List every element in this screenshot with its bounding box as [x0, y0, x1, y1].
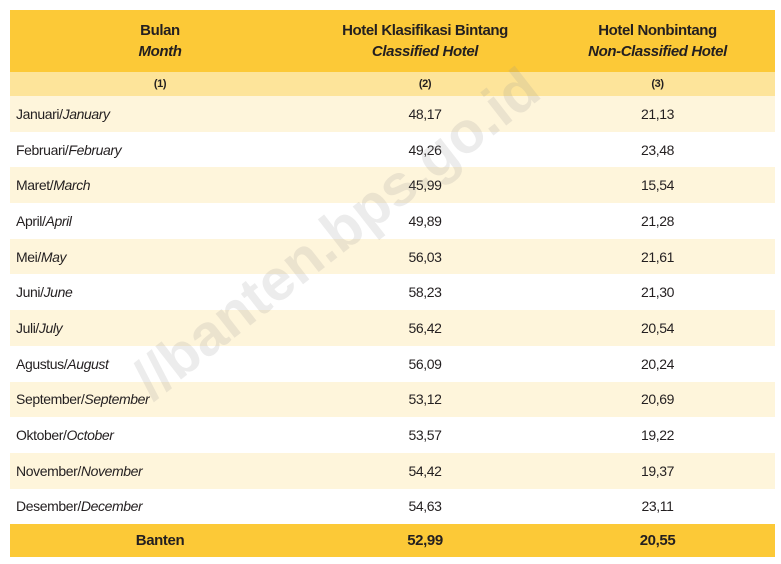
data-row: November/November 54,42 19,37: [10, 452, 775, 489]
month-id: Desember/: [16, 498, 81, 515]
header-id: Hotel Klasifikasi Bintang: [342, 22, 508, 39]
nonclassified-value: 23,11: [641, 498, 674, 515]
classified-value: 56,09: [408, 355, 442, 372]
header-en: Classified Hotel: [310, 41, 540, 62]
classified-value: 49,89: [408, 212, 442, 229]
nonclassified-value: 21,30: [640, 284, 675, 301]
classified-value: 53,12: [408, 391, 442, 408]
header-cell: Bulan Month: [10, 20, 310, 62]
data-row: Desember/December 54,63 23,11: [10, 488, 775, 525]
nonclassified-value: 20,69: [640, 391, 675, 408]
month-cell: Mei/May: [10, 249, 310, 265]
month-id: Maret/: [16, 177, 54, 194]
month-en: August: [67, 355, 109, 372]
data-row: Februari/February 49,26 23,48: [10, 131, 775, 168]
data-row: Juli/July 56,42 20,54: [10, 310, 775, 346]
month-id: Agustus/: [16, 355, 68, 372]
data-row: Juni/June 58,23 21,30: [10, 274, 775, 311]
column-number: (1): [153, 78, 167, 90]
nonclassified-value: 15,54: [640, 177, 675, 194]
classified-value: 56,03: [408, 248, 442, 265]
month-en: June: [43, 284, 73, 301]
month-cell: September/September: [10, 391, 310, 407]
month-id: Oktober/: [16, 427, 67, 444]
data-row: Mei/May 56,03 21,61: [10, 238, 775, 275]
header-en-text: Classified Hotel: [371, 43, 479, 60]
month-cell: Juli/July: [10, 320, 310, 336]
month-en: November: [80, 462, 143, 479]
nonclassified-value: 23,48: [640, 141, 675, 158]
nonclassified-value: 20,24: [640, 355, 675, 372]
header-cell: Hotel Klasifikasi Bintang Classified Hote…: [310, 20, 540, 62]
month-id: Juli/: [16, 319, 39, 336]
nonclassified-value: 21,28: [640, 212, 675, 229]
header-id: Hotel Nonbintang: [598, 22, 717, 39]
classified-value: 45,99: [408, 177, 442, 194]
classified-value: 54,63: [408, 498, 442, 515]
month-en: October: [66, 427, 114, 444]
month-id: September/: [16, 391, 85, 408]
month-id: Januari/: [16, 105, 63, 122]
month-cell: Desember/December: [10, 498, 310, 514]
header-en-text: Non-Classified Hotel: [588, 43, 727, 60]
header-en-text: Month: [138, 43, 182, 60]
classified-value: 58,23: [408, 284, 442, 301]
header-id: Bulan: [140, 22, 180, 39]
nonclassified-value: 19,37: [640, 462, 675, 479]
classified-value: 56,42: [408, 319, 442, 336]
month-en: March: [53, 177, 91, 194]
month-cell: November/November: [10, 463, 310, 479]
classified-value: 48,17: [408, 105, 442, 122]
month-cell: Juni/June: [10, 284, 310, 300]
month-id: Februari/: [16, 141, 69, 158]
month-en: September: [84, 391, 150, 408]
column-number: (3): [651, 78, 664, 90]
data-row: Maret/March 45,99 15,54: [10, 167, 775, 204]
total-value: 20,55: [639, 532, 676, 550]
data-row: September/September 53,12 20,69: [10, 381, 775, 418]
month-en: February: [68, 141, 122, 158]
data-row: Oktober/October 53,57 19,22: [10, 417, 775, 453]
classified-value: 54,42: [408, 462, 442, 479]
classified-value: 49,26: [408, 141, 442, 158]
header-en: Month: [10, 41, 310, 62]
month-cell: April/April: [10, 213, 310, 229]
data-row: Januari/January 48,17 21,13: [10, 96, 775, 132]
month-cell: Agustus/August: [10, 356, 310, 372]
month-cell: Oktober/October: [10, 427, 310, 443]
total-row: Banten 52,99 20,55: [10, 524, 775, 558]
month-id: November/: [16, 462, 81, 479]
nonclassified-value: 21,13: [640, 105, 675, 122]
column-number: (2): [418, 78, 432, 90]
classified-value: 53,57: [408, 427, 442, 444]
nonclassified-value: 20,54: [640, 319, 675, 336]
month-en: December: [80, 498, 143, 515]
month-en: January: [62, 105, 110, 122]
month-cell: Januari/January: [10, 106, 310, 122]
month-cell: Februari/February: [10, 142, 310, 158]
month-cell: Maret/March: [10, 177, 310, 193]
month-en: July: [38, 319, 63, 336]
data-row: Agustus/August 56,09 20,24: [10, 345, 775, 382]
table: Bulan Month Hotel Klasifikasi Bintang Clas…: [10, 10, 775, 558]
data-row: April/April 49,89 21,28: [10, 203, 775, 239]
month-en: May: [40, 248, 67, 265]
header-row: Bulan Month Hotel Klasifikasi Bintang Clas…: [10, 10, 775, 72]
total-value: 52,99: [407, 532, 443, 550]
month-id: Juni/: [16, 284, 44, 301]
month-id: Mei/: [16, 248, 41, 265]
month-id: April/: [16, 212, 46, 229]
column-number-row: (1) (2) (3): [10, 72, 775, 96]
header-en: Non-Classified Hotel: [540, 41, 775, 62]
nonclassified-value: 19,22: [640, 427, 675, 444]
header-cell: Hotel Nonbintang Non-Classified Hotel: [540, 20, 775, 62]
month-en: April: [45, 212, 72, 229]
nonclassified-value: 21,61: [640, 248, 675, 265]
table-body: Januari/January 48,17 21,13 Februari/Februa…: [10, 96, 775, 525]
total-label: Banten: [135, 532, 185, 550]
